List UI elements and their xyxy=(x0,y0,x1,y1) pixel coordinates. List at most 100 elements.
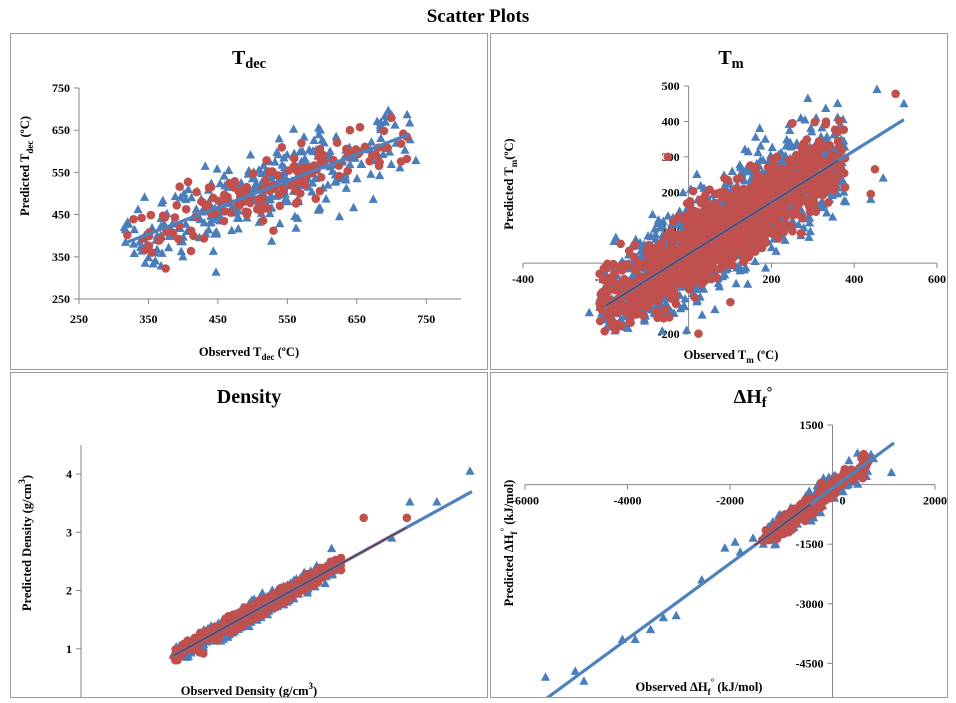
data-point xyxy=(645,624,656,634)
data-point xyxy=(540,672,551,681)
data-point xyxy=(308,581,317,591)
x-tick-label: 450 xyxy=(209,312,227,326)
data-point xyxy=(776,206,786,215)
data-point xyxy=(379,126,389,136)
data-point xyxy=(782,211,791,221)
y-axis-label: Predicted ΔHf° (kJ/mol) xyxy=(499,480,519,607)
data-point xyxy=(307,186,317,196)
y-tick-label: 350 xyxy=(52,250,70,264)
data-point xyxy=(626,318,635,327)
data-point xyxy=(595,316,605,326)
data-point xyxy=(678,187,688,197)
data-point xyxy=(813,152,823,162)
data-point xyxy=(332,138,342,147)
data-point xyxy=(140,258,150,267)
panel-tdec: Tdec 250 350 450 550 650 750 250 350 450 550 650 750… xyxy=(10,33,488,370)
data-point xyxy=(700,201,710,211)
y-axis-label-sup: 3 xyxy=(17,479,27,484)
x-axis-label-pre: Observed Density (g/cm xyxy=(181,684,309,697)
data-point xyxy=(872,84,882,94)
data-point xyxy=(315,203,325,212)
data-point xyxy=(811,160,821,170)
data-point xyxy=(780,235,790,244)
data-point xyxy=(822,131,832,141)
data-point xyxy=(793,161,803,171)
data-point xyxy=(176,246,186,256)
x-axis-label-post: ) xyxy=(313,684,317,697)
y-axis-label-post: ) xyxy=(20,475,34,479)
data-point xyxy=(839,187,849,196)
data-point xyxy=(275,189,284,199)
data-point xyxy=(805,213,815,222)
data-point xyxy=(640,259,650,269)
data-point xyxy=(687,206,696,215)
data-point xyxy=(298,164,307,173)
y-tick-label: 500 xyxy=(662,79,680,93)
y-axis-label-pre: Predicted Density (g/cm xyxy=(20,483,34,611)
data-point xyxy=(250,180,260,190)
data-point xyxy=(600,326,609,336)
data-point xyxy=(219,190,229,200)
data-point xyxy=(832,98,843,108)
data-point xyxy=(769,189,779,198)
data-point xyxy=(378,149,388,159)
data-point xyxy=(300,153,310,163)
data-point xyxy=(803,93,813,103)
data-point xyxy=(402,513,412,523)
data-point xyxy=(701,275,711,285)
points-layer xyxy=(584,84,909,338)
data-point xyxy=(386,113,396,123)
data-point xyxy=(798,213,807,223)
trend-line-inner xyxy=(172,527,407,657)
data-point xyxy=(230,177,240,186)
x-axis-label-sub: dec xyxy=(262,352,275,362)
y-axis-label-post: (ºC) xyxy=(502,138,516,159)
data-point xyxy=(289,154,299,163)
data-point xyxy=(331,131,341,141)
data-point xyxy=(761,263,771,272)
data-point xyxy=(725,208,734,217)
data-point xyxy=(681,264,691,273)
data-point xyxy=(234,213,244,222)
data-point xyxy=(735,160,745,169)
x-axis-label-post: (ºC) xyxy=(275,345,300,359)
data-point xyxy=(293,197,303,207)
data-point xyxy=(396,139,406,148)
data-point xyxy=(770,212,780,222)
data-point xyxy=(143,252,154,262)
data-point xyxy=(274,171,283,180)
data-point xyxy=(664,230,674,240)
data-point xyxy=(123,230,132,240)
data-point xyxy=(696,195,705,205)
data-point xyxy=(689,260,699,269)
data-point xyxy=(243,207,252,217)
data-point xyxy=(630,265,640,275)
data-point xyxy=(652,218,663,228)
data-point xyxy=(624,246,634,256)
data-point xyxy=(649,292,658,301)
data-point xyxy=(307,178,318,187)
data-point xyxy=(181,194,191,204)
data-point xyxy=(607,319,617,329)
data-point xyxy=(200,161,210,170)
data-point xyxy=(807,186,817,195)
data-point xyxy=(186,246,196,256)
data-point xyxy=(758,221,767,231)
chart-title-sub: dec xyxy=(245,56,266,72)
data-point xyxy=(878,173,888,182)
data-point xyxy=(264,167,274,176)
data-point xyxy=(233,206,243,215)
data-point xyxy=(402,154,412,164)
data-point xyxy=(639,316,650,325)
x-axis-label: Observed ΔHf° (kJ/mol) xyxy=(636,677,763,697)
data-point xyxy=(748,533,758,542)
data-point xyxy=(833,136,843,146)
data-point xyxy=(211,267,221,276)
data-point xyxy=(632,257,642,266)
data-point xyxy=(870,164,880,174)
trend-line-inner xyxy=(605,159,839,307)
data-point xyxy=(671,274,681,284)
data-point xyxy=(252,204,262,214)
data-point xyxy=(661,304,670,314)
data-point xyxy=(719,187,728,197)
